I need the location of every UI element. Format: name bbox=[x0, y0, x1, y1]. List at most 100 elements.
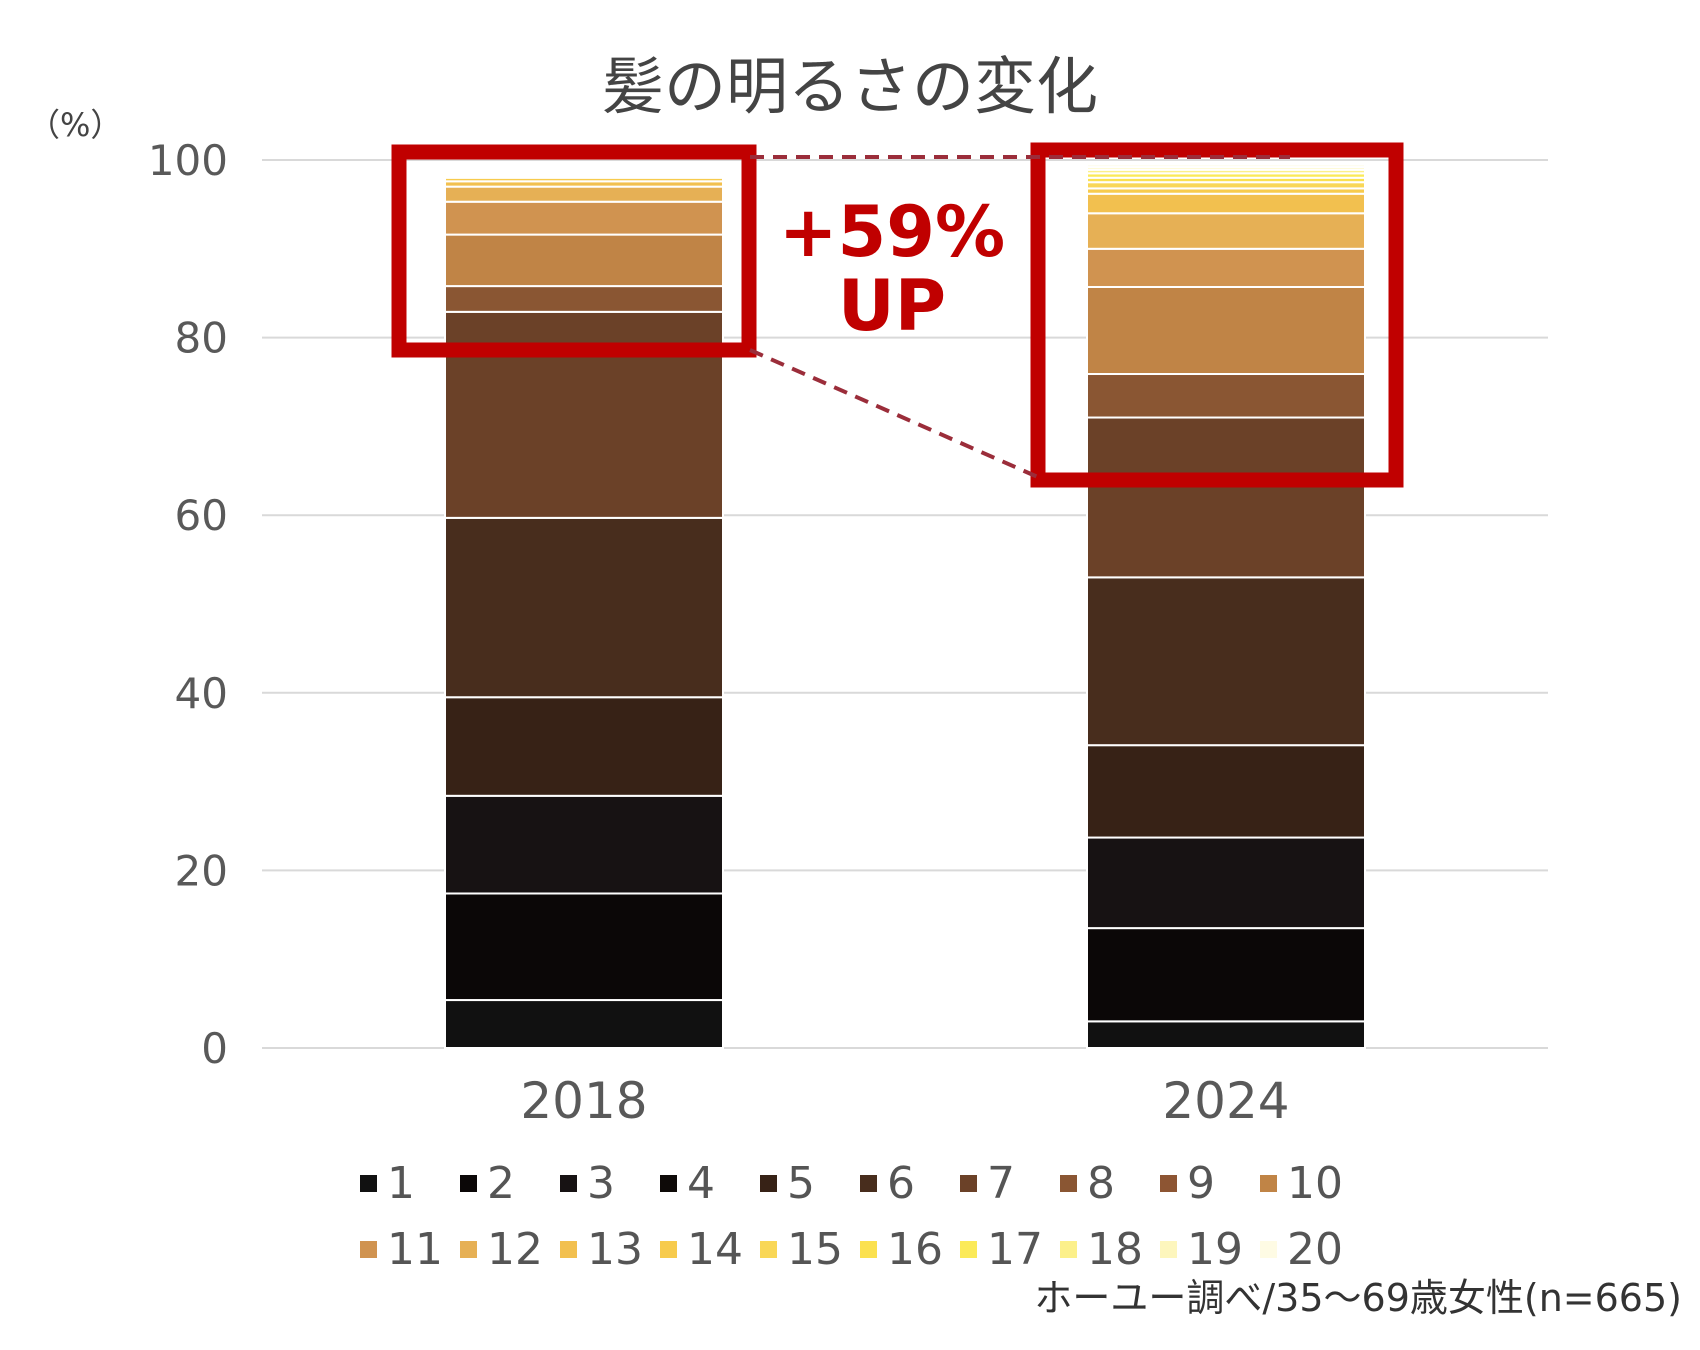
y-axis-unit-label: （%） bbox=[28, 106, 123, 144]
bar-segment-2024-5 bbox=[1086, 744, 1366, 839]
connector-line-bottom bbox=[749, 348, 1041, 480]
bar-segment-2024-7 bbox=[1086, 416, 1366, 579]
bar-segment-2018-11 bbox=[444, 200, 724, 236]
source-note: ホーユー調べ/35〜69歳女性(n=665) bbox=[1034, 1276, 1682, 1320]
bar-segment-2024-1 bbox=[1086, 1020, 1366, 1049]
legend-item-7: 7 bbox=[960, 1158, 1060, 1209]
chart-title: 髪の明るさの変化 bbox=[601, 50, 1098, 123]
legend-swatch bbox=[460, 1240, 477, 1258]
legend-label: 1 bbox=[387, 1157, 415, 1209]
legend-swatch bbox=[1160, 1174, 1177, 1192]
legend-item-11: 11 bbox=[360, 1224, 460, 1275]
legend-item-3: 3 bbox=[560, 1158, 660, 1209]
legend-label: 19 bbox=[1187, 1223, 1243, 1275]
legend-item-17: 17 bbox=[960, 1224, 1060, 1275]
y-tick-label: 100 bbox=[148, 136, 228, 185]
bar-segment-2024-20 bbox=[1086, 163, 1366, 169]
legend-swatch bbox=[660, 1240, 677, 1258]
legend-item-1: 1 bbox=[360, 1158, 460, 1209]
bar-segment-2018-5 bbox=[444, 696, 724, 797]
legend-label: 6 bbox=[887, 1157, 915, 1209]
legend-item-10: 10 bbox=[1260, 1158, 1360, 1209]
bar-segment-2024-6 bbox=[1086, 576, 1366, 747]
legend-item-8: 8 bbox=[1060, 1158, 1160, 1209]
legend-swatch bbox=[960, 1240, 977, 1258]
legend-label: 20 bbox=[1287, 1223, 1343, 1275]
bar-segment-2018-2 bbox=[444, 892, 724, 1002]
y-tick-label: 0 bbox=[201, 1024, 228, 1073]
legend-label: 3 bbox=[587, 1157, 615, 1209]
legend-swatch bbox=[1260, 1240, 1277, 1258]
plot-area: 0 20 40 60 80 100 2018 2024 +59%UP bbox=[148, 136, 1548, 1130]
legend-item-12: 12 bbox=[460, 1224, 560, 1275]
legend-label: 13 bbox=[587, 1223, 643, 1275]
legend-swatch bbox=[360, 1240, 377, 1258]
legend-item-2: 2 bbox=[460, 1158, 560, 1209]
highlight-box-2024 bbox=[1030, 142, 1404, 488]
highlight-box-2018 bbox=[391, 144, 757, 358]
legend-item-14: 14 bbox=[660, 1224, 760, 1275]
annotation-up: UP bbox=[838, 265, 946, 347]
y-tick-label: 60 bbox=[175, 491, 228, 540]
legend-item-15: 15 bbox=[760, 1224, 860, 1275]
legend-item-16: 16 bbox=[860, 1224, 960, 1275]
legend-swatch bbox=[760, 1174, 777, 1192]
legend-swatch bbox=[1160, 1240, 1177, 1258]
legend-swatch bbox=[960, 1174, 977, 1192]
legend-swatch bbox=[560, 1174, 577, 1192]
legend-label: 14 bbox=[687, 1223, 743, 1275]
legend-row: 11 12 13 14 15 16 17 18 19 20 bbox=[360, 1216, 1420, 1282]
legend-item-19: 19 bbox=[1160, 1224, 1260, 1275]
bar-segment-2024-8 bbox=[1086, 373, 1366, 419]
y-tick-label: 40 bbox=[175, 669, 228, 718]
legend-swatch bbox=[360, 1174, 377, 1192]
bar-segment-2018-1 bbox=[444, 999, 724, 1049]
bar-segment-2018-3 bbox=[444, 794, 724, 895]
y-tick-label: 20 bbox=[175, 846, 228, 895]
legend-swatch bbox=[1260, 1174, 1277, 1192]
legend-label: 15 bbox=[787, 1223, 843, 1275]
bar-segment-2018-10 bbox=[444, 233, 724, 288]
legend-item-5: 5 bbox=[760, 1158, 860, 1209]
legend-swatch bbox=[860, 1240, 877, 1258]
bar-segment-2024-3 bbox=[1086, 836, 1366, 930]
legend-label: 4 bbox=[687, 1157, 715, 1209]
bar-segment-2018-15 bbox=[444, 174, 724, 179]
legend-label: 12 bbox=[487, 1223, 543, 1275]
legend-label: 17 bbox=[987, 1223, 1043, 1275]
y-tick-label: 80 bbox=[175, 314, 228, 363]
legend-label: 2 bbox=[487, 1157, 515, 1209]
bar-segment-2024-2 bbox=[1086, 927, 1366, 1023]
legend-swatch bbox=[760, 1240, 777, 1258]
legend-item-6: 6 bbox=[860, 1158, 960, 1209]
legend-label: 16 bbox=[887, 1223, 943, 1275]
legend-row: 1 2 3 4 5 6 7 8 9 10 bbox=[360, 1150, 1420, 1216]
legend-label: 18 bbox=[1087, 1223, 1143, 1275]
legend-swatch bbox=[860, 1174, 877, 1192]
legend-swatch bbox=[1060, 1174, 1077, 1192]
x-tick-label: 2024 bbox=[1162, 1072, 1289, 1130]
legend-label: 9 bbox=[1187, 1157, 1215, 1209]
legend-swatch bbox=[660, 1174, 677, 1192]
legend-label: 5 bbox=[787, 1157, 815, 1209]
legend: 1 2 3 4 5 6 7 8 9 10 11 12 13 14 15 16 17 18 19 20 bbox=[360, 1150, 1420, 1282]
legend-swatch bbox=[1060, 1240, 1077, 1258]
legend-label: 8 bbox=[1087, 1157, 1115, 1209]
bar-segment-2024-11 bbox=[1086, 247, 1366, 288]
bar-segment-2024-12 bbox=[1086, 212, 1366, 250]
legend-item-20: 20 bbox=[1260, 1224, 1360, 1275]
legend-label: 10 bbox=[1287, 1157, 1343, 1209]
bar-segment-2018-8 bbox=[444, 285, 724, 313]
annotation-increase: +59% bbox=[779, 191, 1005, 273]
legend-item-18: 18 bbox=[1060, 1224, 1160, 1275]
x-tick-label: 2018 bbox=[520, 1072, 647, 1130]
legend-item-9: 9 bbox=[1160, 1158, 1260, 1209]
legend-label: 7 bbox=[987, 1157, 1015, 1209]
bar-segment-2024-13 bbox=[1086, 192, 1366, 215]
bar-segment-2018-12 bbox=[444, 185, 724, 203]
bar-segment-2018-6 bbox=[444, 516, 724, 699]
legend-item-13: 13 bbox=[560, 1224, 660, 1275]
bar-segment-2024-10 bbox=[1086, 285, 1366, 376]
legend-item-4: 4 bbox=[660, 1158, 760, 1209]
